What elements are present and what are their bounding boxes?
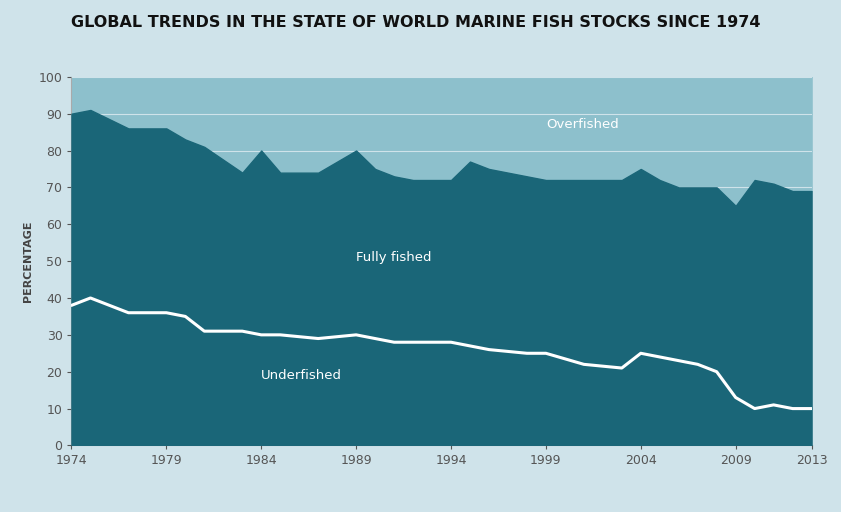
Text: Fully fished: Fully fished (356, 251, 431, 264)
Text: Underfished: Underfished (262, 369, 342, 382)
Text: GLOBAL TRENDS IN THE STATE OF WORLD MARINE FISH STOCKS SINCE 1974: GLOBAL TRENDS IN THE STATE OF WORLD MARI… (71, 15, 761, 30)
Text: Overfished: Overfished (546, 118, 619, 131)
Y-axis label: PERCENTAGE: PERCENTAGE (23, 220, 33, 302)
